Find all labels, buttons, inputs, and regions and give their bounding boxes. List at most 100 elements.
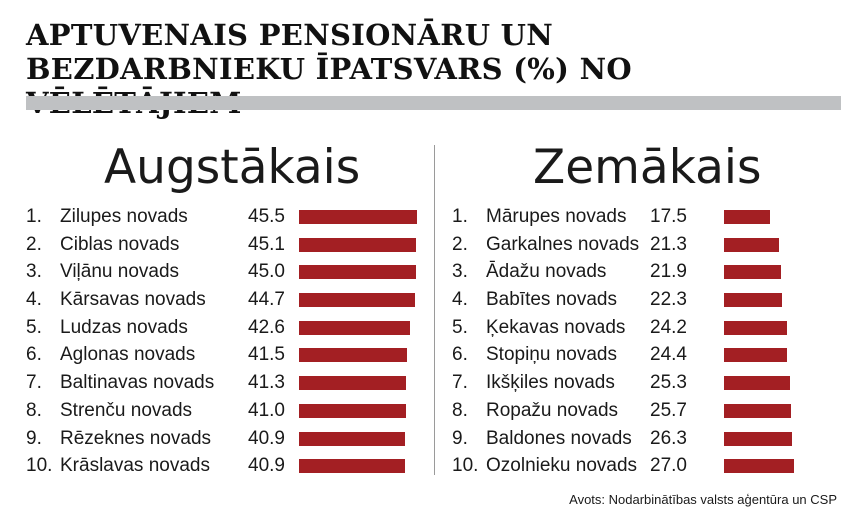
value-label: 44.7 (248, 289, 285, 311)
rank-label: 9. (452, 427, 468, 449)
category-label: Zilupes novads (60, 206, 188, 227)
rank-label: 6. (452, 344, 468, 366)
title-underline-bar (26, 96, 841, 110)
highest-ranking-list: 1. Zilupes novads 45.5 2. Ciblas novads 45.1 3… (26, 205, 426, 482)
value-label: 45.0 (248, 261, 285, 283)
list-item: 3. Ādažu novads 21.9 (452, 260, 842, 288)
bar (724, 376, 790, 391)
value-label: 42.6 (248, 316, 285, 338)
rank-label: 10. (452, 455, 479, 477)
bar (724, 293, 782, 308)
category-label: Ciblas novads (60, 233, 180, 255)
rank-label: 2. (26, 233, 42, 255)
value-label: 41.5 (248, 344, 285, 366)
value-label: 45.1 (248, 233, 285, 255)
bar (724, 237, 780, 252)
rank-label: 3. (26, 261, 42, 283)
rank-label: 2. (452, 233, 468, 255)
rank-label: 4. (452, 289, 468, 311)
rank-label: 7. (26, 372, 42, 394)
value-label: 41.3 (248, 372, 285, 394)
category-label: Ādažu novads (486, 261, 607, 283)
value-label: 45.5 (248, 206, 285, 227)
bar (299, 210, 418, 224)
value-label: 40.9 (248, 427, 285, 449)
category-label: Baltinavas novads (60, 372, 215, 394)
list-item: 10. Krāslavas novads 40.9 (26, 454, 426, 482)
bar (299, 431, 406, 446)
list-item: 4. Babītes novads 22.3 (452, 288, 842, 316)
value-label: 25.3 (650, 372, 687, 394)
panel-heading-lowest: Zemākais (533, 140, 762, 195)
bar (724, 459, 795, 474)
category-label: Ķekavas novads (486, 316, 626, 338)
bar (299, 348, 407, 363)
list-item: 1. Mārupes novads 17.5 (452, 205, 842, 233)
value-label: 24.2 (650, 316, 687, 338)
category-label: Aglonas novads (60, 344, 196, 366)
rank-label: 1. (452, 206, 468, 227)
rank-label: 7. (452, 372, 468, 394)
bar (724, 431, 793, 446)
rank-label: 8. (452, 399, 468, 421)
category-label: Ikšķiles novads (486, 372, 615, 394)
value-label: 17.5 (650, 206, 687, 227)
bar (724, 348, 788, 363)
bar (724, 265, 781, 280)
source-note: Avots: Nodarbinātības valsts aģentūra un… (569, 492, 837, 507)
category-label: Ropažu novads (486, 399, 619, 421)
value-label: 40.9 (248, 455, 285, 477)
list-item: 8. Ropažu novads 25.7 (452, 399, 842, 427)
list-item: 7. Ikšķiles novads 25.3 (452, 371, 842, 399)
list-item: 7. Baltinavas novads 41.3 (26, 371, 426, 399)
lowest-ranking-list: 1. Mārupes novads 17.5 2. Garkalnes novads 21… (452, 205, 842, 482)
category-label: Viļānu novads (60, 261, 180, 283)
category-label: Baldones novads (486, 427, 632, 449)
panel-divider (434, 145, 435, 475)
list-item: 4. Kārsavas novads 44.7 (26, 288, 426, 316)
category-label: Krāslavas novads (60, 455, 210, 477)
list-item: 5. Ķekavas novads 24.2 (452, 316, 842, 344)
list-item: 1. Zilupes novads 45.5 (26, 205, 426, 233)
rank-label: 3. (452, 261, 468, 283)
category-label: Babītes novads (486, 289, 617, 311)
rank-label: 1. (26, 206, 42, 227)
bar (724, 210, 770, 224)
value-label: 21.9 (650, 261, 687, 283)
rank-label: 5. (452, 316, 468, 338)
list-item: 6. Aglonas novads 41.5 (26, 343, 426, 371)
category-label: Strenču novads (60, 399, 193, 421)
rank-label: 6. (26, 344, 42, 366)
chart-title: APTUVENAIS PENSIONĀRU UN BEZDARBNIEKU ĪP… (26, 18, 632, 120)
bar (299, 237, 417, 252)
value-label: 26.3 (650, 427, 687, 449)
category-label: Ozolnieku novads (486, 455, 638, 477)
value-label: 41.0 (248, 399, 285, 421)
rank-label: 4. (26, 289, 42, 311)
list-item: 9. Baldones novads 26.3 (452, 427, 842, 455)
rank-label: 5. (26, 316, 42, 338)
value-label: 24.4 (650, 344, 687, 366)
category-label: Kārsavas novads (60, 289, 206, 311)
rank-label: 9. (26, 427, 42, 449)
list-item: 5. Ludzas novads 42.6 (26, 316, 426, 344)
value-label: 22.3 (650, 289, 687, 311)
rank-label: 10. (26, 455, 53, 477)
category-label: Garkalnes novads (486, 233, 640, 255)
panel-heading-highest: Augstākais (104, 140, 361, 195)
list-item: 9. Rēzeknes novads 40.9 (26, 427, 426, 455)
rank-label: 8. (26, 399, 42, 421)
bar (299, 459, 406, 474)
list-item: 10. Ozolnieku novads 27.0 (452, 454, 842, 482)
category-label: Rēzeknes novads (60, 427, 212, 449)
value-label: 25.7 (650, 399, 687, 421)
bar (299, 293, 416, 308)
bar (724, 403, 791, 418)
bar (299, 376, 407, 391)
value-label: 27.0 (650, 455, 687, 477)
list-item: 2. Ciblas novads 45.1 (26, 233, 426, 261)
bar (724, 320, 787, 335)
list-item: 2. Garkalnes novads 21.3 (452, 233, 842, 261)
bar (299, 265, 416, 280)
category-label: Ludzas novads (60, 316, 188, 338)
